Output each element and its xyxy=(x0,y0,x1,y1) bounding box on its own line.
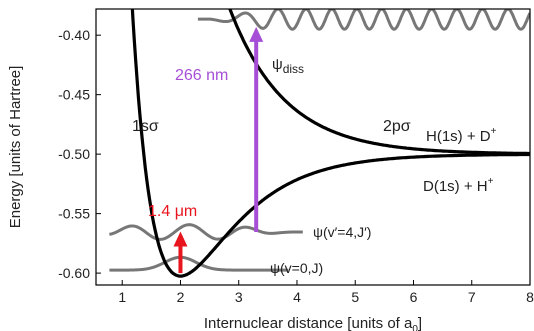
excited-state-label: 2pσ xyxy=(383,118,411,135)
x-tick-label: 5 xyxy=(351,289,359,305)
y-tick-label: -0.40 xyxy=(58,27,90,43)
y-tick-label: -0.60 xyxy=(58,265,90,281)
x-tick-label: 6 xyxy=(410,289,418,305)
potential-curve-1s-sigma xyxy=(130,9,530,278)
y-tick-label: -0.45 xyxy=(58,87,90,103)
x-axis-label: Internuclear distance [units of a0] xyxy=(204,315,422,331)
wavefunction-diss-label: ψdiss xyxy=(272,56,304,76)
x-tick-label: 7 xyxy=(468,289,476,305)
x-tick-label: 4 xyxy=(293,289,301,305)
x-tick-label: 2 xyxy=(177,289,185,305)
wavefunction-v4-label: ψ(v′=4,J′) xyxy=(313,224,371,240)
plot-frame xyxy=(95,8,531,286)
ir-wavelength-label: 1.4 μm xyxy=(148,203,197,220)
excited-asymptote-label: H(1s) + D+ xyxy=(426,126,497,145)
wavefunction-v4 xyxy=(109,223,303,241)
ground-state-label: 1sσ xyxy=(132,118,159,135)
x-tick-labels: 1 2 3 4 5 6 7 8 xyxy=(118,289,534,305)
axis-ticks xyxy=(96,34,531,285)
potential-curve-2p-sigma xyxy=(228,9,530,156)
ir-transition-arrow xyxy=(173,231,188,274)
uv-transition-arrow xyxy=(249,26,264,233)
x-tick-label: 3 xyxy=(235,289,243,305)
x-tick-label: 8 xyxy=(526,289,534,305)
wavefunction-dissociative xyxy=(197,9,530,31)
y-tick-label: -0.55 xyxy=(58,206,90,222)
y-tick-labels: -0.40 -0.45 -0.50 -0.55 -0.60 xyxy=(58,27,90,281)
y-tick-label: -0.50 xyxy=(58,146,90,162)
uv-wavelength-label: 266 nm xyxy=(175,67,228,84)
x-tick-label: 1 xyxy=(118,289,126,305)
ground-asymptote-label: D(1s) + H+ xyxy=(423,176,494,195)
wavefunction-v0-label: ψ(v=0,J) xyxy=(270,260,323,276)
y-axis-label: Energy [units of Hartree] xyxy=(7,66,24,229)
